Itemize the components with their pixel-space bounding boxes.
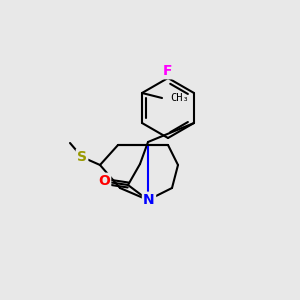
Text: S: S — [77, 150, 87, 164]
Text: O: O — [98, 174, 110, 188]
Text: CH₃: CH₃ — [170, 93, 189, 103]
Text: F: F — [163, 64, 173, 78]
Text: N: N — [143, 193, 155, 207]
